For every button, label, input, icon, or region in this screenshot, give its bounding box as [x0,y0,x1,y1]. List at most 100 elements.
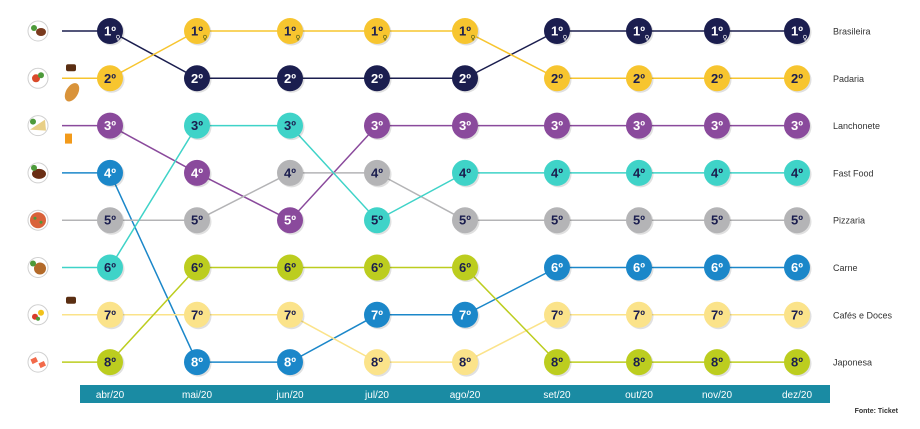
marker-circle [364,65,390,92]
rank-marker: 7º [704,301,732,330]
rank-label: 3º [104,118,116,133]
month-tick-label: set/20 [543,390,571,401]
rank-label: 8º [551,355,563,370]
row-label: Cafés e Doces [833,310,893,320]
rank-marker: 5º [704,207,732,235]
rank-label: 5º [633,213,645,228]
rank-label: 2º [191,71,203,86]
rank-marker: 2º [97,65,125,93]
marker-circle [97,159,123,186]
rank-label: 3º [791,118,803,133]
first-place-mark: ♀ [802,34,807,42]
rank-label: 5º [459,213,471,228]
rank-label: 7º [711,307,723,322]
marker-circle [97,207,123,234]
rank-label: 5º [284,213,296,228]
rank-label: 8º [284,355,296,370]
rank-label: 4º [371,165,383,180]
rank-label: 3º [459,118,471,133]
month-tick-label: dez/20 [782,390,812,401]
marker-circle [704,254,730,281]
rank-marker: 8º [97,349,125,377]
marker-circle [704,349,730,376]
marker-circle [364,254,390,281]
rank-label: 1º [633,24,645,39]
rank-label: 8º [791,355,803,370]
marker-circle [784,349,810,376]
rank-marker: 5º [277,207,305,235]
rank-label: 3º [551,118,563,133]
rank-marker: 8º [452,349,480,377]
rank-label: 6º [191,260,203,275]
rank-marker: 5º [626,207,654,235]
marker-circle [544,65,570,92]
marker-circle [277,159,303,186]
rank-label: 7º [191,307,203,322]
month-tick-label: jul/20 [364,390,389,401]
dish-steak-rice-icon [27,20,49,42]
rank-label: 6º [633,260,645,275]
rank-marker: 7º [364,301,392,330]
rank-label: 4º [284,165,296,180]
row-labels: Brasileira Padaria Lanchonete Fast Food Pizz… [833,27,893,368]
marker-circle [784,18,810,44]
rank-label: 4º [191,165,203,180]
rank-label: 2º [633,71,645,86]
marker-circle [784,65,810,92]
row-label: Padaria [833,74,864,84]
rank-marker: 1º ♀ [784,18,812,46]
marker-circle [452,18,478,44]
rank-marker: 8º [364,349,392,377]
month-tick-label: mai/20 [182,390,212,401]
rank-marker: 8º [544,349,572,377]
rank-marker: 6º [784,254,812,282]
rank-marker: 7º [544,301,572,330]
marker-circle [626,254,652,281]
sushi-icon [27,351,49,373]
rank-label: 1º [711,24,723,39]
rank-label: 7º [633,307,645,322]
rank-marker: 8º [704,349,732,377]
rank-marker: 4º [704,159,732,188]
marker-circle [184,349,210,376]
series-line [109,30,797,80]
rank-marker: 6º [97,254,125,282]
rank-label: 2º [104,71,116,86]
marker-circle [704,112,730,139]
rank-label: 2º [711,71,723,86]
rank-label: 8º [191,355,203,370]
marker-circle [784,207,810,234]
first-place-mark: ♀ [562,34,567,42]
rank-marker: 6º [626,254,654,282]
row-label: Pizzaria [833,216,865,226]
burger-icon [27,162,49,184]
rank-label: 2º [459,71,471,86]
series-line [110,314,797,363]
meat-salad-icon [27,257,49,278]
rank-marker: 1º ♀ [452,18,480,46]
rank-label: 4º [104,165,116,180]
rank-label: 7º [284,307,296,322]
rank-label: 4º [551,165,563,180]
marker-circle [784,159,810,186]
marker-circle [452,207,478,234]
rank-label: 2º [371,71,383,86]
marker-circle [452,112,478,139]
first-place-mark: ♀ [202,34,207,42]
marker-circle [452,301,478,328]
month-tick-label: ago/20 [450,390,481,401]
rank-label: 1º [551,24,563,39]
rank-marker: 6º [452,254,480,282]
rank-label: 5º [711,213,723,228]
row-label: Fast Food [833,168,874,178]
rank-marker: 7º [626,301,654,330]
rank-label: 1º [459,24,471,39]
rank-marker: 2º [704,65,732,93]
rank-label: 8º [459,355,471,370]
row-icons [27,20,80,373]
rank-label: 1º [191,24,203,39]
marker-circle [364,349,390,376]
marker-circle [544,301,570,328]
series-line [109,30,797,80]
